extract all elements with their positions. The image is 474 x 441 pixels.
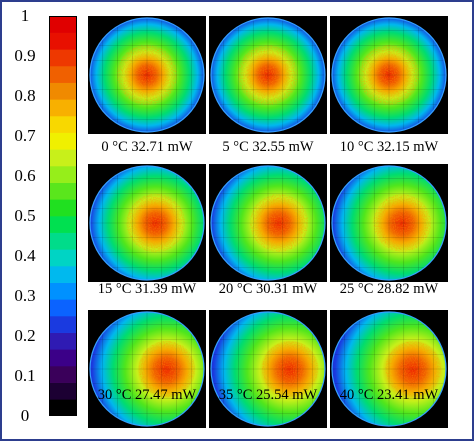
grid-lines xyxy=(332,166,446,280)
colorbar-tick-label: 0.4 xyxy=(14,246,36,265)
colorbar-step xyxy=(49,116,77,133)
beam-profile-panel xyxy=(209,164,327,282)
colorbar-step xyxy=(49,149,77,167)
beam-speckle xyxy=(262,341,318,397)
colorbar-step xyxy=(49,382,77,400)
beam-speckle xyxy=(238,45,298,105)
grid-lines xyxy=(211,312,325,426)
colorbar-step xyxy=(49,332,77,350)
grid-lines xyxy=(332,18,446,132)
panel-caption: 40 °C 23.41 mW xyxy=(339,387,439,403)
beam-speckle xyxy=(126,193,185,253)
beam-speckle xyxy=(373,194,431,252)
beam-profile-panel xyxy=(330,164,448,282)
panel-caption: 15 °C 31.39 mW xyxy=(97,281,197,297)
grid-lines xyxy=(211,18,325,132)
colorbar-step xyxy=(49,132,77,150)
colorbar-step xyxy=(49,99,77,117)
beam-rim xyxy=(89,17,205,133)
colorbar-tick-label: 0.5 xyxy=(14,206,36,225)
beam-profile-panel xyxy=(209,16,327,134)
beam-speckle xyxy=(138,340,195,398)
colorbar-step xyxy=(49,232,77,250)
beam-speckle xyxy=(359,45,419,105)
colorbar-step xyxy=(49,166,77,183)
colorbar-step xyxy=(49,366,77,383)
colorbar-step xyxy=(49,266,77,283)
beam-profile-image xyxy=(331,311,447,427)
beam-profile-panel xyxy=(209,310,327,428)
colorbar-tick-label: 0.3 xyxy=(14,286,36,305)
colorbar-step xyxy=(49,199,77,217)
colorbar-step xyxy=(49,216,77,233)
colorbar-step xyxy=(49,316,77,333)
colorbar-tick-label: 0.7 xyxy=(14,126,36,145)
beam-rim xyxy=(210,17,326,133)
colorbar xyxy=(49,16,77,416)
colorbar-tick-label: 0.2 xyxy=(14,326,36,345)
beam-profile-panel xyxy=(88,16,206,134)
colorbar-step xyxy=(49,82,77,100)
beam-rim xyxy=(210,311,326,427)
colorbar-step xyxy=(49,66,77,83)
grid-lines xyxy=(90,18,204,132)
colorbar-frame xyxy=(49,16,77,416)
colorbar-step xyxy=(49,32,77,50)
grid-lines xyxy=(90,166,204,280)
colorbar-tick-label: 0.9 xyxy=(14,46,36,65)
beam-rim xyxy=(331,17,447,133)
beam-rim xyxy=(210,165,326,281)
beam-profile-image xyxy=(89,165,205,281)
beam-profile-image xyxy=(89,17,205,133)
grid-lines xyxy=(211,166,325,280)
colorbar-tick-label: 1 xyxy=(20,6,30,25)
beam-rim xyxy=(89,165,205,281)
colorbar-step xyxy=(49,282,77,300)
colorbar-step xyxy=(49,249,77,267)
colorbar-tick-label: 0.6 xyxy=(14,166,36,185)
beam-profile-image xyxy=(89,311,205,427)
beam-profile-image xyxy=(331,165,447,281)
panel-caption: 20 °C 30.31 mW xyxy=(218,281,318,297)
beam-profile-panel xyxy=(330,16,448,134)
panel-caption: 5 °C 32.55 mW xyxy=(222,139,314,155)
panel-caption: 30 °C 27.47 mW xyxy=(97,387,197,403)
grid-lines xyxy=(332,312,446,426)
panel-caption: 0 °C 32.71 mW xyxy=(101,139,193,155)
colorbar-step xyxy=(49,16,77,33)
panel-caption: 10 °C 32.15 mW xyxy=(339,139,439,155)
grid-lines xyxy=(90,312,204,426)
beam-profile-panel xyxy=(330,310,448,428)
beam-speckle xyxy=(117,45,177,105)
beam-speckle xyxy=(385,341,441,397)
beam-profile-image xyxy=(210,165,326,281)
colorbar-step xyxy=(49,399,77,416)
beam-rim xyxy=(331,311,447,427)
panel-caption: 25 °C 28.82 mW xyxy=(339,281,439,297)
colorbar-step xyxy=(49,299,77,317)
beam-profile-image xyxy=(210,17,326,133)
colorbar-tick-label: 0.8 xyxy=(14,86,36,105)
beam-profile-image xyxy=(210,311,326,427)
colorbar-step xyxy=(49,349,77,367)
colorbar-tick-label: 0.1 xyxy=(14,366,36,385)
beam-profile-panel xyxy=(88,164,206,282)
beam-profile-image xyxy=(331,17,447,133)
colorbar-step xyxy=(49,49,77,67)
beam-speckle xyxy=(250,194,308,252)
colorbar-step xyxy=(49,182,77,200)
beam-rim xyxy=(331,165,447,281)
colorbar-tick-label: 0 xyxy=(20,406,30,425)
beam-profile-panel xyxy=(88,310,206,428)
panel-caption: 35 °C 25.54 mW xyxy=(218,387,318,403)
beam-rim xyxy=(89,311,205,427)
